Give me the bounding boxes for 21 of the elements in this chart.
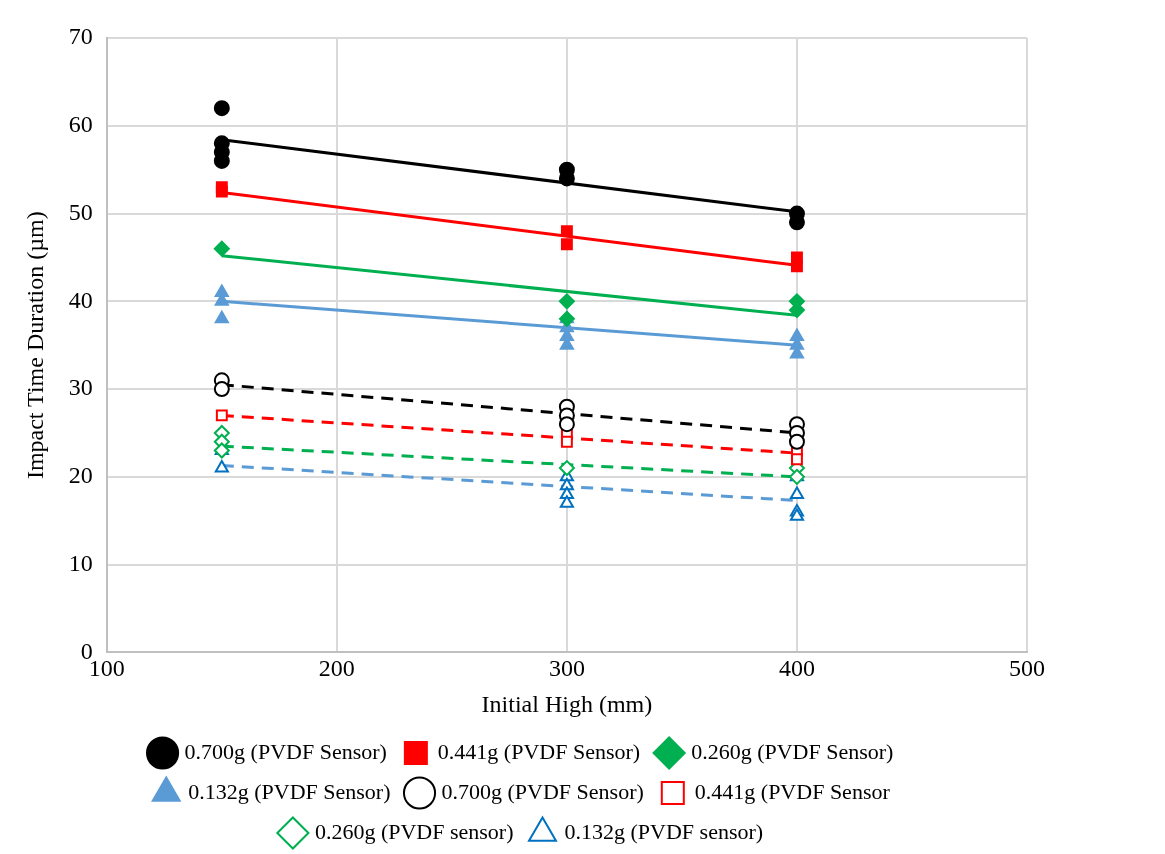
y-axis-title: Impact Time Duration (µm) [21,211,48,480]
legend-label: 0.260g (PVDF sensor) [314,818,514,844]
legend-label: 0.260g (PVDF Sensor) [691,738,894,764]
legend-label: 0.132g (PVDF Sensor) [188,778,391,804]
legend-label: 0.132g (PVDF sensor) [564,818,764,844]
y-tick-label: 60 [68,111,93,138]
legend-label: 0.700g (PVDF Sensor) [184,738,387,764]
legend-label: 0.441g (PVDF Sensor) [437,738,641,764]
x-axis-title: Initial High (mm) [481,690,653,717]
y-tick-label: 30 [68,374,93,401]
x-tick-label: 200 [318,655,355,682]
legend-label: 0.441g (PVDF Sensor [694,778,891,804]
x-tick-label: 300 [548,655,585,682]
y-tick-label: 70 [68,23,93,50]
x-tick-label: 400 [778,655,815,682]
y-tick-label: 20 [68,462,93,489]
legend-label: 0.700g (PVDF Sensor) [441,778,644,804]
x-tick-label: 500 [1009,655,1045,682]
y-tick-label: 10 [68,549,93,576]
y-tick-label: 50 [68,198,93,225]
y-tick-label: 40 [68,286,93,313]
